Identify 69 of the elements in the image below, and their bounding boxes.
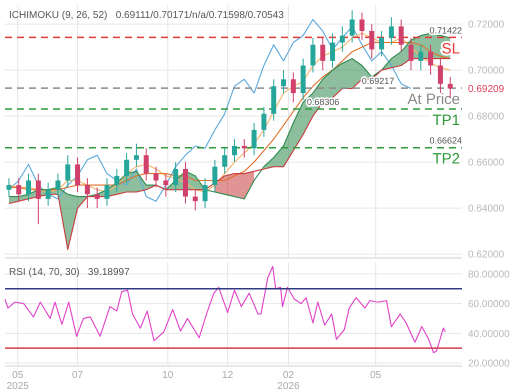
annotation: 0.69217 xyxy=(362,76,394,86)
candlestick xyxy=(310,37,316,73)
text: 0.69209 xyxy=(468,84,505,95)
candlestick xyxy=(192,189,198,211)
y-tick-label: 0.72000 xyxy=(468,20,505,31)
candlestick xyxy=(320,37,326,71)
ref-line-label: TP2 xyxy=(432,150,460,168)
annotation: 0.68306 xyxy=(306,97,340,108)
candlestick xyxy=(144,148,149,181)
candlestick xyxy=(46,182,51,206)
candlestick xyxy=(222,148,228,174)
annotation: 0.71422 xyxy=(429,25,462,36)
candlestick xyxy=(242,138,247,158)
candlestick xyxy=(26,173,32,202)
y-tick-label: 80.00000 xyxy=(468,269,510,280)
candlestick xyxy=(340,26,345,52)
candlestick xyxy=(65,154,70,188)
candlestick xyxy=(75,156,80,192)
text: ICHIMOKU (9, 26, 52) 0.69111/0.70171/n/a/0.71598/0.70543 xyxy=(9,10,284,21)
candlestick xyxy=(398,18,404,52)
candlestick xyxy=(202,178,208,209)
candlestick xyxy=(418,44,424,71)
candlestick xyxy=(359,12,364,41)
candlestick xyxy=(388,16,394,46)
line-series xyxy=(4,266,446,354)
candlestick xyxy=(290,72,296,103)
candlestick xyxy=(163,173,168,198)
candlestick xyxy=(252,122,257,156)
y-tick-label: 0.62000 xyxy=(468,250,505,261)
candlestick xyxy=(6,178,12,198)
y-tick-label: 20.00000 xyxy=(468,358,510,370)
candlestick xyxy=(379,30,384,57)
candlestick xyxy=(408,37,414,71)
candlestick xyxy=(428,44,434,76)
candlestick xyxy=(173,162,178,192)
y-tick-label: 60.00000 xyxy=(468,299,510,310)
candlestick xyxy=(350,10,355,43)
x-tick-label: 10 xyxy=(162,370,174,381)
candlestick xyxy=(16,178,22,202)
candlestick xyxy=(232,138,237,163)
y-tick-label: 40.00000 xyxy=(468,328,510,340)
candlestick xyxy=(212,159,218,192)
candlestick xyxy=(55,173,60,198)
y-tick-label: 0.70000 xyxy=(468,66,505,77)
candlestick xyxy=(369,24,374,60)
candlestick xyxy=(114,168,120,192)
candlestick xyxy=(84,178,90,209)
annotation: 0.66624 xyxy=(429,136,462,146)
candlestick xyxy=(330,32,336,68)
candlestick xyxy=(36,173,41,225)
x-tick-label: 05 2025 xyxy=(6,370,30,390)
candlestick xyxy=(154,166,159,188)
candlestick xyxy=(124,152,130,184)
x-tick-label: 05 xyxy=(370,370,382,381)
candlestick xyxy=(281,70,286,94)
candlestick xyxy=(134,143,139,168)
y-tick-label: 0.64000 xyxy=(468,204,505,215)
x-tick-label: 02 2026 xyxy=(277,370,300,390)
x-tick-label: 12 xyxy=(222,370,234,381)
ref-line-label: TP1 xyxy=(432,112,460,130)
y-tick-label: 0.66000 xyxy=(468,158,505,169)
text: RSI (14, 70, 30) 39.18997 xyxy=(9,267,130,278)
candlestick xyxy=(438,58,443,94)
x-tick-label: 07 xyxy=(72,370,84,381)
ref-line-label: At Price xyxy=(407,91,460,108)
candlestick xyxy=(261,106,266,138)
candlestick xyxy=(94,186,100,209)
candlestick xyxy=(104,178,110,206)
y-tick-label: 0.68000 xyxy=(468,112,505,123)
